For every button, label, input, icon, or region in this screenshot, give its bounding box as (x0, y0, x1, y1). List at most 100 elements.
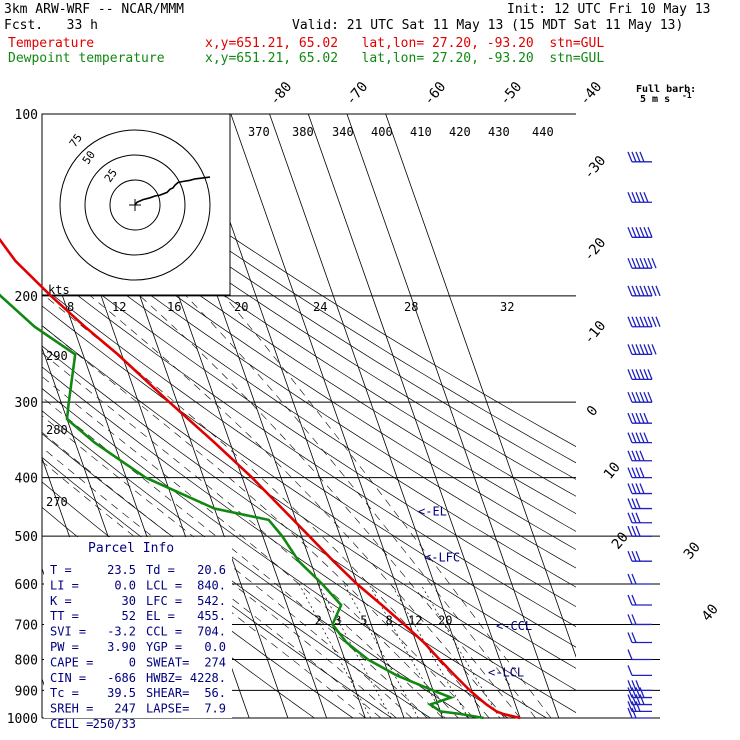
wind-barb (627, 227, 653, 238)
wind-barb (627, 525, 652, 537)
wind-barb (627, 285, 661, 297)
wind-barb (627, 498, 652, 510)
level-marker-lfc: <-LFC (424, 550, 460, 564)
hodograph-ring (84, 154, 186, 256)
theta-label: 440 (532, 125, 554, 139)
wind-barb (627, 573, 652, 585)
parcel-value: 840. (197, 578, 226, 592)
hodograph-trace (134, 176, 211, 206)
theta-side-label: 280 (46, 423, 68, 437)
wind-barb (627, 483, 652, 495)
parcel-label: SVI = (50, 625, 86, 639)
parcel-value: 250/33 (93, 717, 136, 731)
parcel-value: 30 (122, 594, 136, 608)
init-time: Init: 12 UTC Fri 10 May 13 (507, 2, 711, 17)
theta-label: 340 (332, 125, 354, 139)
parcel-label: LAPSE= (146, 702, 189, 716)
parcel-label: CIN = (50, 671, 86, 685)
dry-adiabat (42, 117, 576, 464)
hodograph-ring-label: 75 (67, 131, 85, 149)
theta-label: 400 (371, 125, 393, 139)
isotherm-line (385, 114, 576, 658)
parcel-value: 274 (204, 655, 226, 669)
dry-adiabat (42, 148, 576, 497)
theta-label: 430 (488, 125, 510, 139)
dry-adiabat (42, 164, 576, 514)
speed-label: 12 (112, 300, 126, 314)
parcel-value: 39.5 (107, 686, 136, 700)
isotherm-label: -20 (581, 235, 610, 265)
moist-adiabat (42, 396, 428, 718)
wind-barb (627, 192, 652, 203)
isotherm-label: 10 (601, 459, 624, 482)
dry-adiabat (42, 197, 576, 550)
parcel-label: SREH = (50, 702, 93, 716)
parcel-value: 23.5 (107, 563, 136, 577)
barb-note-unit: 5 m s (640, 94, 670, 105)
wind-barb (627, 550, 652, 562)
isotherm-label: 0 (584, 403, 602, 420)
parcel-label: CELL = (50, 717, 93, 731)
moist-adiabat (42, 325, 474, 718)
parcel-label: LCL = (146, 578, 182, 592)
parcel-label: YGP = (146, 640, 182, 654)
parcel-value: 7.9 (204, 702, 226, 716)
theta-label: 410 (410, 125, 432, 139)
parcel-value: 542. (197, 594, 226, 608)
parcel-info-title: Parcel Info (88, 541, 174, 556)
hodograph-ring (59, 129, 211, 281)
parcel-value: 247 (114, 702, 136, 716)
barb-note-title: Full barb: (636, 84, 696, 95)
isotherm-label: 30 (681, 539, 704, 562)
wind-barb (627, 369, 653, 381)
pressure-label-1000: 1000 (7, 712, 38, 727)
parcel-label: Tc = (50, 686, 79, 700)
dry-adiabat (42, 249, 576, 608)
wind-barb (627, 680, 652, 692)
isotherm-line (346, 114, 560, 718)
parcel-value: 4228. (190, 671, 226, 685)
wind-barb (627, 701, 652, 713)
parcel-value: 0.0 (114, 578, 136, 592)
parcel-label: K = (50, 594, 72, 608)
dry-adiabat (42, 345, 576, 713)
theta-label: 380 (292, 125, 314, 139)
moist-adiabat (109, 220, 536, 718)
mixing-ratio-label: 20 (438, 614, 452, 628)
isotherm-label: -80 (267, 79, 296, 109)
pressure-label-900: 900 (15, 684, 38, 699)
dewpoint-location-info: x,y=651.21, 65.02 lat,lon= 27.20, -93.20… (205, 51, 605, 66)
wind-barb (627, 257, 657, 269)
dry-adiabat (42, 305, 576, 669)
speed-label: 28 (404, 300, 418, 314)
valid-time: Valid: 21 UTC Sat 11 May 13 (15 MDT Sat … (292, 18, 684, 33)
parcel-label: LFC = (146, 594, 182, 608)
parcel-label: EL = (146, 609, 175, 623)
parcel-label: T = (50, 563, 72, 577)
mixing-ratio-line (298, 583, 372, 718)
theta-side-label: 290 (46, 349, 68, 363)
wind-barb (627, 665, 652, 677)
parcel-value: 52 (122, 609, 136, 623)
model-title: 3km ARW-WRF -- NCAR/MMM (4, 2, 185, 17)
hodograph-ring-label: 50 (80, 148, 98, 166)
parcel-label: LI = (50, 578, 79, 592)
dry-adiabat (42, 388, 509, 718)
isotherm-line (269, 114, 482, 718)
dewpoint-profile (0, 293, 484, 720)
moist-adiabat (42, 446, 381, 718)
wind-barb (627, 594, 652, 606)
isotherm-label: -10 (581, 318, 610, 348)
temperature-legend-label: Temperature (8, 36, 95, 51)
pressure-label-100: 100 (15, 108, 38, 123)
moist-adiabat (42, 415, 412, 718)
wind-barb (627, 467, 652, 479)
dry-adiabat (42, 267, 576, 628)
isotherm-label: 20 (609, 529, 632, 552)
mixing-ratio-label: 2 (315, 614, 322, 628)
moist-adiabat (52, 220, 521, 718)
pressure-label-700: 700 (15, 618, 38, 633)
parcel-value: 0 (129, 655, 136, 669)
theta-label: 370 (248, 125, 270, 139)
